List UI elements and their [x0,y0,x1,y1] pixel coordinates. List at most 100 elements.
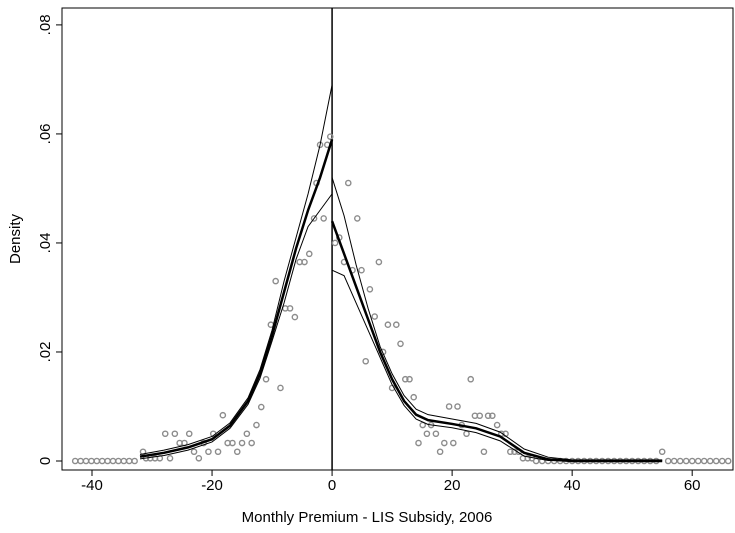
bin-point [185,430,193,438]
bin-point [219,411,227,419]
bin-point [344,179,352,187]
bin-point [415,439,422,447]
bin-point [331,239,339,247]
bin-point [463,430,470,438]
bin-point [375,258,383,266]
bin-point [371,313,378,320]
fit-line [331,269,663,462]
bin-point [362,357,369,365]
bin-point [682,457,690,465]
bin-point [277,384,284,392]
bin-point [467,375,475,383]
plot-frame [61,7,734,471]
bin-point [423,430,431,438]
bin-point [450,439,457,447]
bin-point [410,393,418,401]
bin-point [436,448,444,456]
bin-point [272,277,279,285]
bin-point [454,403,461,410]
bin-point [392,321,400,329]
bin-point [243,430,251,438]
x-tick-label: -40 [81,477,103,494]
bin-point [310,215,318,222]
bin-point [98,457,106,465]
bin-point [353,215,361,222]
bin-point [507,448,514,456]
x-tick-label: 60 [684,477,701,494]
fit-line [139,84,333,455]
bin-point [441,439,448,447]
bin-point [480,448,488,456]
x-tick-label: 20 [444,477,461,494]
bin-point [445,403,453,410]
bin-point [125,457,133,465]
bin-point [718,457,726,465]
x-tick-label: 40 [564,477,581,494]
bin-point [670,457,678,465]
y-tick-label: .06 [37,123,54,144]
bin-point [326,133,334,140]
bin-point [233,448,241,456]
bin-point [171,430,179,438]
bin-point [664,457,672,465]
x-tick-label: 0 [328,477,336,494]
bin-point [286,305,294,312]
bin-point [676,457,684,465]
bin-point [712,457,720,465]
bin-point [161,430,169,438]
bin-point [257,403,265,411]
bin-point [305,250,313,258]
bin-point [131,457,138,465]
bin-point [524,454,532,462]
bin-point [93,457,101,465]
fit-line [330,220,663,463]
bin-point [248,439,255,447]
bin-point [238,439,246,447]
y-tick-label: .04 [37,233,54,254]
bin-point [484,412,492,420]
y-tick-label: .02 [37,342,54,363]
bin-point [109,457,117,465]
bin-point [301,258,308,266]
bin-point [205,448,212,456]
bin-point [706,457,714,465]
bin-point [88,457,95,465]
bin-point [384,321,392,329]
y-tick-label: .08 [37,14,54,35]
bin-point [253,421,260,429]
y-axis-label: Density [7,213,24,264]
bin-point [489,412,496,420]
bin-point [320,215,327,222]
fit-line [331,177,663,461]
bin-point [214,448,222,456]
bin-point [406,375,413,383]
bin-point [700,457,708,465]
bin-point [120,457,128,465]
bin-point [229,439,236,447]
bin-point [402,375,409,383]
fit-line [139,193,333,460]
bin-point [658,448,666,456]
bin-point [262,375,270,383]
bin-point [77,457,84,465]
bin-point [190,448,198,456]
bin-point [476,412,484,420]
bin-point [104,457,111,465]
bin-point [115,457,122,465]
bin-point [432,430,440,438]
y-tick-label: 0 [37,457,54,465]
bin-point [694,457,702,465]
bin-point [688,457,696,465]
bin-point [358,266,365,274]
bin-point [532,457,540,465]
bin-point [195,454,203,462]
bin-point [166,454,174,462]
bin-point [397,340,404,348]
bin-point [82,457,90,465]
fit-line [139,139,334,458]
bin-point [366,285,374,293]
x-axis-label: Monthly Premium - LIS Subsidy, 2006 [242,509,493,526]
bin-point [291,313,299,321]
x-tick-label: -20 [201,477,223,494]
